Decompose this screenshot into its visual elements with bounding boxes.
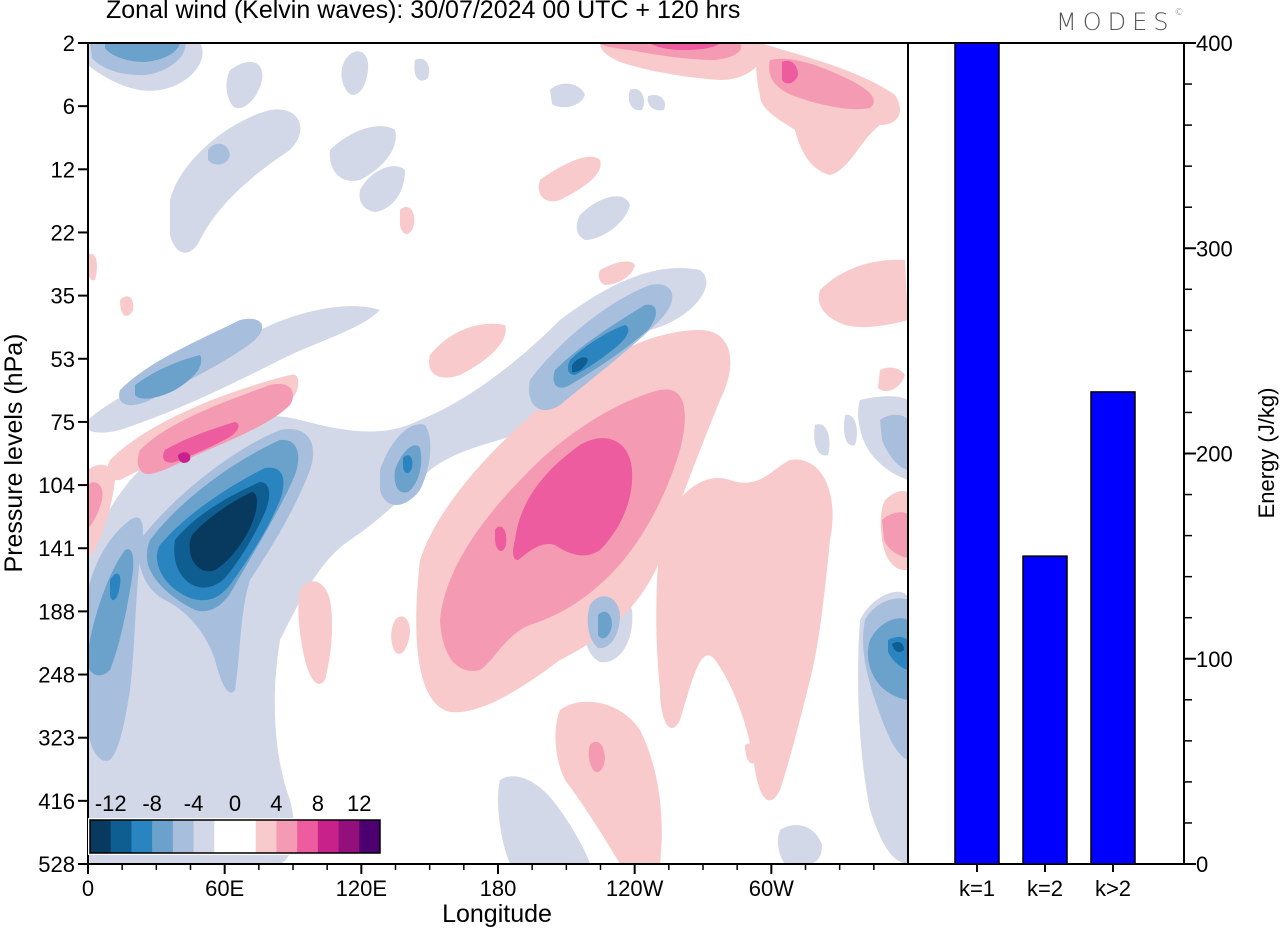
bar-category-label: k=2 — [1027, 876, 1063, 901]
y-tick-label: 528 — [38, 852, 75, 877]
y-tick-label: 323 — [38, 726, 75, 751]
colorbar: -12 -8 -4 0 4 8 12 — [88, 791, 382, 855]
colorbar-swatch — [317, 820, 340, 853]
colorbar-label: 0 — [229, 791, 241, 816]
colorbar-label: -12 — [95, 791, 127, 816]
y-tick-label: 2 — [63, 31, 75, 56]
colorbar-swatch — [172, 820, 195, 853]
colorbar-label: 12 — [347, 791, 371, 816]
y-tick-label: 188 — [38, 599, 75, 624]
modes-logo: MODES© — [1056, 8, 1183, 36]
contour-field — [88, 43, 908, 864]
energy-bars: k=1 k=2 k>2 — [954, 42, 1136, 901]
colorbar-label: -4 — [184, 791, 204, 816]
logo-text: MODES — [1056, 8, 1175, 36]
y-tick-label: 22 — [51, 220, 75, 245]
colorbar-swatch — [110, 820, 132, 853]
colorbar-frame — [89, 819, 381, 854]
x-tick-label: 60W — [749, 876, 794, 901]
bar-category-label: k>2 — [1095, 876, 1131, 901]
logo-mark: © — [1174, 8, 1184, 18]
y-tick-label: 248 — [38, 663, 75, 688]
colorbar-swatch — [90, 820, 112, 853]
colorbar-swatch — [235, 820, 257, 853]
colorbar-swatch — [193, 820, 215, 853]
energy-bar — [1022, 555, 1068, 865]
y-tick-label: 12 — [51, 157, 75, 182]
colorbar-swatch — [297, 820, 319, 853]
pressure-axis: 2 6 12 22 35 53 75 104 141 188 248 323 416 528 — [38, 31, 88, 877]
energy-tick-label: 200 — [1196, 442, 1233, 467]
x-tick-label: 0 — [82, 876, 94, 901]
colorbar-swatch — [359, 820, 381, 853]
colorbar-swatch — [131, 820, 153, 853]
y-tick-label: 53 — [51, 347, 75, 372]
energy-tick-label: 300 — [1196, 236, 1233, 261]
energy-axis: 0 100 200 300 400 — [1184, 31, 1233, 877]
colorbar-label: 8 — [312, 791, 324, 816]
x-tick-label: 120E — [336, 876, 387, 901]
energy-tick-label: 100 — [1196, 647, 1233, 672]
y-axis-label: Pressure levels (hPa) — [0, 334, 28, 573]
colorbar-swatch — [338, 820, 360, 853]
longitude-axis: 0 60E 120E 180 120W 60W — [82, 864, 875, 901]
y-tick-label: 6 — [63, 94, 75, 119]
colorbar-label: -8 — [142, 791, 162, 816]
energy-bar — [954, 42, 1000, 865]
colorbar-label: 4 — [270, 791, 282, 816]
y-tick-label: 141 — [38, 536, 75, 561]
colorbar-swatch — [255, 820, 277, 853]
x-axis-label: Longitude — [442, 900, 552, 928]
y-tick-label: 75 — [51, 410, 75, 435]
chart-title: Zonal wind (Kelvin waves): 30/07/2024 00… — [106, 0, 741, 24]
bar-category-label: k=1 — [959, 876, 995, 901]
energy-axis-label: Energy (J/kg) — [1254, 388, 1279, 519]
x-tick-label: 180 — [480, 876, 517, 901]
energy-tick-label: 400 — [1196, 31, 1233, 56]
x-tick-label: 60E — [205, 876, 244, 901]
energy-bar — [1090, 391, 1136, 865]
colorbar-swatch — [276, 820, 298, 853]
energy-tick-label: 0 — [1196, 852, 1208, 877]
x-tick-label: 120W — [606, 876, 664, 901]
colorbar-swatch — [214, 820, 236, 853]
colorbar-swatch — [152, 820, 174, 853]
y-tick-label: 416 — [38, 789, 75, 814]
y-tick-label: 35 — [51, 284, 75, 309]
y-tick-label: 104 — [38, 473, 75, 498]
